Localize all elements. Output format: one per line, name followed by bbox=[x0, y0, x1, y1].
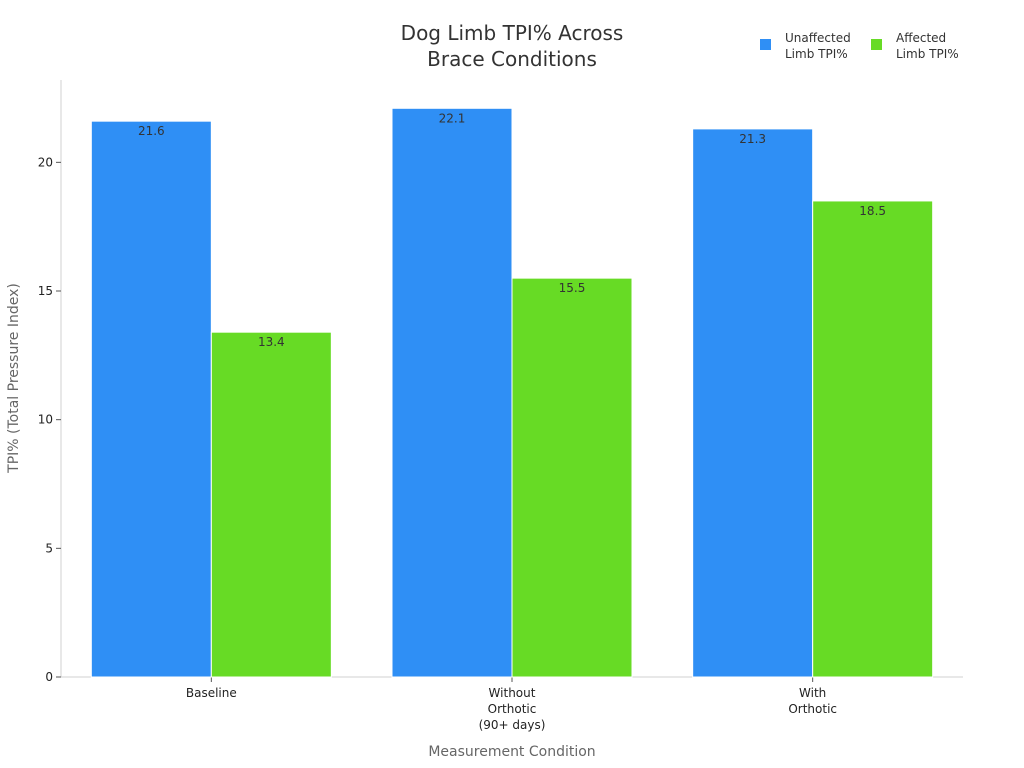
bar-value-label: 13.4 bbox=[258, 335, 285, 349]
bar bbox=[812, 200, 934, 678]
legend-label: Affected Limb TPI% bbox=[896, 31, 959, 61]
bar-value-label: 22.1 bbox=[439, 111, 466, 125]
x-tick-label: Baseline bbox=[186, 686, 237, 700]
y-tick-label: 0 bbox=[45, 670, 53, 684]
y-tick-label: 10 bbox=[38, 413, 53, 427]
y-tick-label: 5 bbox=[45, 541, 53, 555]
x-tick-label: With Orthotic bbox=[788, 686, 837, 716]
x-axis-label: Measurement Condition bbox=[428, 744, 595, 760]
legend-swatch bbox=[871, 39, 882, 50]
legend-swatch bbox=[760, 39, 771, 50]
bar bbox=[692, 128, 814, 678]
bars bbox=[90, 107, 934, 678]
y-axis-label: TPI% (Total Pressure Index) bbox=[6, 283, 22, 474]
bar-value-label: 18.5 bbox=[859, 204, 886, 218]
x-tick-label: Without Orthotic (90+ days) bbox=[479, 686, 546, 732]
y-tick-label: 15 bbox=[38, 284, 53, 298]
bar-value-label: 15.5 bbox=[559, 281, 586, 295]
bar bbox=[210, 331, 332, 678]
legend-label: Unaffected Limb TPI% bbox=[785, 31, 851, 61]
bar-value-label: 21.6 bbox=[138, 124, 165, 138]
legend: Unaffected Limb TPI% Affected Limb TPI% bbox=[760, 31, 959, 61]
bar bbox=[391, 107, 513, 678]
y-tick-label: 20 bbox=[38, 155, 53, 169]
data-labels: 21.6 13.4 22.1 15.5 21.3 18.5 bbox=[138, 111, 886, 349]
bar-value-label: 21.3 bbox=[739, 132, 766, 146]
chart-title-line: Dog Limb TPI% Across bbox=[401, 21, 624, 45]
bar bbox=[511, 277, 633, 678]
chart-title-line: Brace Conditions bbox=[427, 47, 597, 71]
bar bbox=[90, 120, 212, 678]
